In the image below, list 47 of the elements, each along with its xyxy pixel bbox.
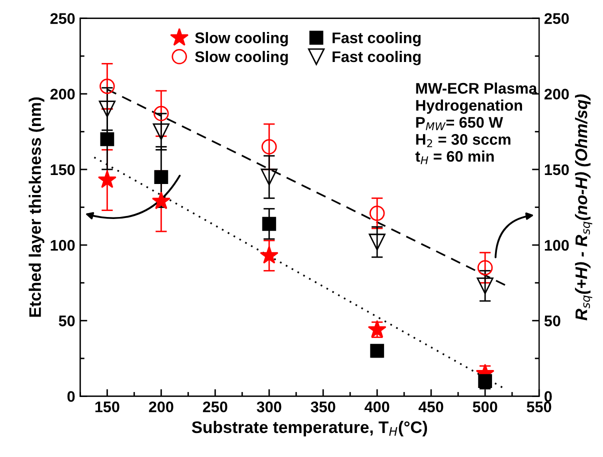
point	[98, 170, 116, 188]
y2-tick-label: 250	[544, 13, 569, 24]
point	[152, 191, 170, 210]
point	[152, 123, 170, 140]
legend-label: Slow cooling	[195, 50, 288, 66]
y-tick-label: 200	[50, 88, 75, 100]
y2-tick-label: 200	[544, 88, 569, 100]
x-tick-label: 200	[148, 401, 174, 412]
y2-tick-label: 0	[544, 391, 552, 402]
legend-label: Fast cooling	[332, 32, 421, 46]
y-tick-label: 50	[58, 316, 75, 326]
y2-tick-label: 100	[544, 240, 569, 251]
legend-label: Slow cooling	[195, 32, 288, 46]
point	[477, 260, 493, 276]
point	[262, 139, 277, 154]
x-tick-label: 400	[364, 401, 390, 412]
y2-tick-label: 150	[544, 164, 569, 176]
legend-label: Fast cooling	[332, 50, 421, 66]
point	[262, 216, 276, 231]
point	[368, 320, 386, 338]
point	[476, 278, 494, 294]
y-tick-label: 0	[67, 391, 75, 402]
point	[100, 132, 114, 146]
point	[260, 168, 278, 186]
x-tick-label: 500	[472, 401, 498, 412]
x-tick-label: 150	[95, 401, 120, 412]
point	[154, 106, 169, 122]
y-tick-label: 150	[50, 164, 75, 176]
y-tick-label: 100	[50, 240, 75, 251]
point	[98, 100, 116, 118]
point	[368, 234, 386, 250]
point	[260, 246, 278, 264]
x-tick-label: 250	[202, 401, 228, 412]
y-tick-label: 250	[50, 13, 75, 24]
x-tick-label: 300	[256, 401, 282, 412]
x-tick-label: 450	[418, 401, 444, 412]
text: MW-ECR Plasma Hydrogenation P$_{MW}$= 650 W H$_{2}$ = 30 sccm t$_{H}$ = 60 min	[415, 82, 538, 164]
y2-tick-label: 50	[544, 316, 560, 326]
point	[100, 78, 115, 94]
point	[154, 170, 168, 184]
y-axis-title: Etched layer thickness (nm)	[28, 97, 44, 317]
y2-axis-title: R$_{sq}$(+H) - R$_{sq}$(no-H) (Ohm/sq)	[574, 94, 592, 320]
point	[369, 206, 385, 221]
x-axis-title: Substrate temperature, T$_{H}$(°C)	[192, 420, 428, 436]
x-tick-label: 350	[310, 401, 336, 412]
x-tick-label: 550	[526, 401, 552, 412]
point	[370, 344, 384, 358]
